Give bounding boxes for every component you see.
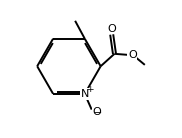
Text: +: + bbox=[86, 85, 94, 94]
Text: O: O bbox=[128, 50, 137, 60]
Text: O: O bbox=[92, 107, 101, 117]
Text: −: − bbox=[94, 108, 102, 118]
Text: O: O bbox=[107, 24, 116, 34]
Text: N: N bbox=[81, 89, 89, 99]
